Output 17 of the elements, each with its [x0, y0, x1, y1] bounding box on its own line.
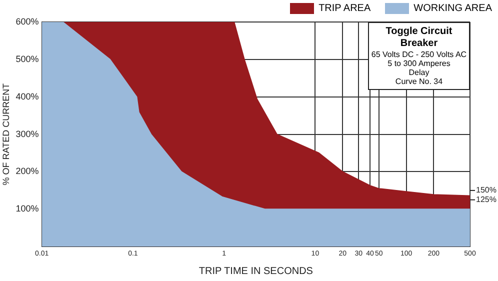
text: Toggle Circuit Breaker — [384, 26, 454, 50]
annotation: 150% — [476, 186, 496, 195]
legend-label: WORKING AREA — [414, 3, 492, 14]
annotation: Curve No. 34 — [394, 77, 444, 86]
x-axis-title: TRIP TIME IN SECONDS — [198, 266, 314, 277]
y-tick-label: 100% — [16, 204, 39, 214]
y-axis-title: % OF RATED CURRENT — [0, 82, 11, 186]
y-tick-label: 500% — [16, 54, 39, 64]
y-tick-label: 300% — [16, 128, 39, 139]
annotation: 5 to 300 Amperes — [386, 59, 452, 68]
annotation: Delay — [408, 68, 430, 77]
y-tick-label: 600% — [16, 16, 39, 26]
legend-label: TRIP AREA — [318, 3, 371, 14]
y-tick-label: 400% — [16, 91, 39, 102]
annotation: 125% — [476, 195, 496, 204]
y-tick-label: 200% — [16, 166, 39, 176]
text: 65 Volts DC - 250 Volts AC — [371, 50, 467, 59]
